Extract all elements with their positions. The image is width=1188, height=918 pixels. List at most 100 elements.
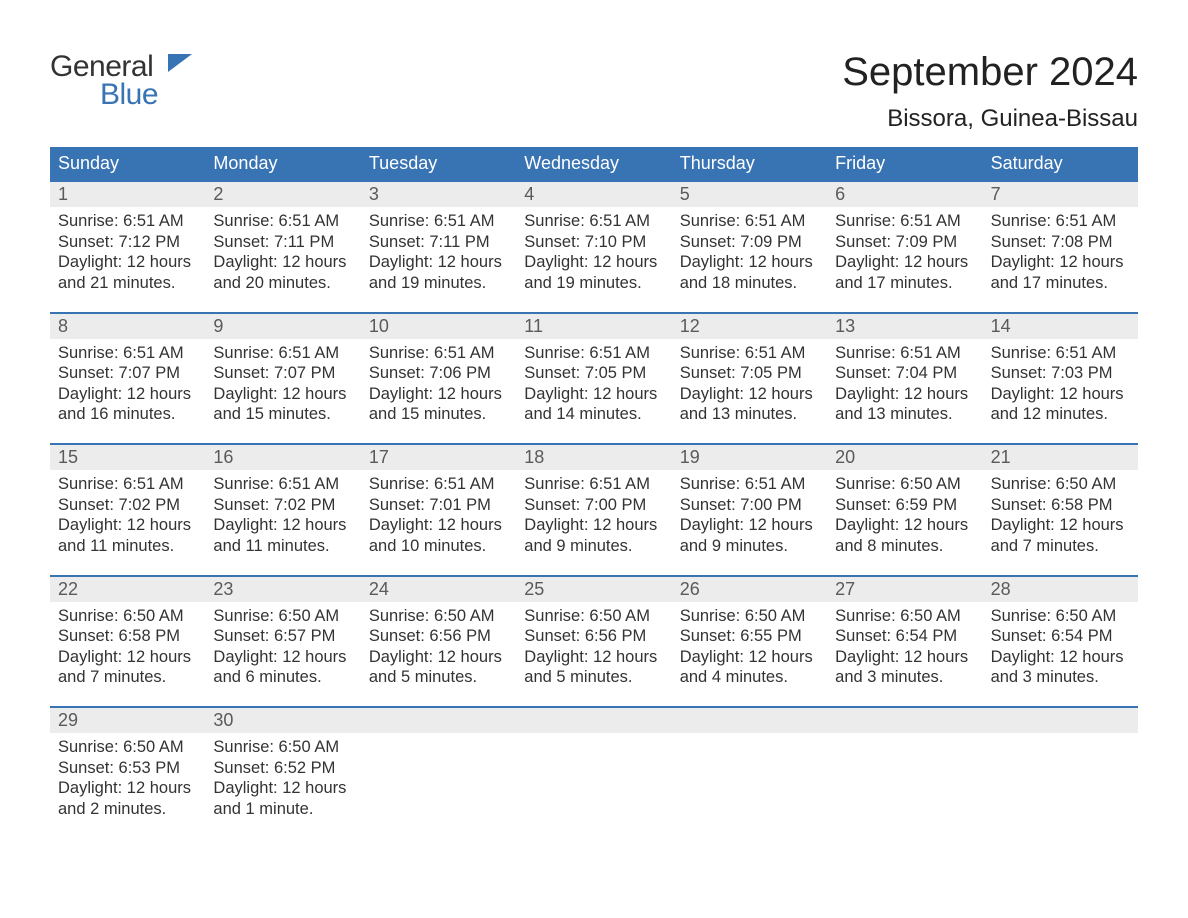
daylight-text: Daylight: 12 hours and 18 minutes. [680,252,819,293]
daynum-row: 22232425262728 [50,577,1138,602]
day-number: 16 [205,445,360,470]
sunset-text: Sunset: 6:52 PM [213,758,352,779]
day-number: 18 [516,445,671,470]
day-cell: Sunrise: 6:51 AMSunset: 7:12 PMDaylight:… [50,207,205,294]
header: General Blue September 2024 Bissora, Gui… [50,50,1138,133]
daylight-text: Daylight: 12 hours and 14 minutes. [524,384,663,425]
day-number [983,708,1138,733]
day-cell: Sunrise: 6:50 AMSunset: 6:58 PMDaylight:… [983,470,1138,557]
sunset-text: Sunset: 6:56 PM [524,626,663,647]
week-row: 15161718192021Sunrise: 6:51 AMSunset: 7:… [50,443,1138,557]
sunrise-text: Sunrise: 6:51 AM [213,474,352,495]
day-number: 22 [50,577,205,602]
weeks-container: 1234567Sunrise: 6:51 AMSunset: 7:12 PMDa… [50,180,1138,820]
sunset-text: Sunset: 6:57 PM [213,626,352,647]
sunrise-text: Sunrise: 6:50 AM [835,474,974,495]
daylight-text: Daylight: 12 hours and 17 minutes. [835,252,974,293]
daylight-text: Daylight: 12 hours and 13 minutes. [680,384,819,425]
sunset-text: Sunset: 7:11 PM [369,232,508,253]
day-number [361,708,516,733]
sunrise-text: Sunrise: 6:50 AM [58,737,197,758]
day-cell: Sunrise: 6:51 AMSunset: 7:10 PMDaylight:… [516,207,671,294]
sunrise-text: Sunrise: 6:50 AM [991,474,1130,495]
day-cell: Sunrise: 6:51 AMSunset: 7:04 PMDaylight:… [827,339,982,426]
daylight-text: Daylight: 12 hours and 7 minutes. [991,515,1130,556]
sunset-text: Sunset: 7:11 PM [213,232,352,253]
day-cell [827,733,982,820]
day-cell: Sunrise: 6:51 AMSunset: 7:01 PMDaylight:… [361,470,516,557]
daylight-text: Daylight: 12 hours and 20 minutes. [213,252,352,293]
daylight-text: Daylight: 12 hours and 1 minute. [213,778,352,819]
sunrise-text: Sunrise: 6:51 AM [835,211,974,232]
day-number: 30 [205,708,360,733]
daylight-text: Daylight: 12 hours and 13 minutes. [835,384,974,425]
day-cell: Sunrise: 6:51 AMSunset: 7:00 PMDaylight:… [516,470,671,557]
day-number: 5 [672,182,827,207]
day-cell: Sunrise: 6:51 AMSunset: 7:06 PMDaylight:… [361,339,516,426]
day-number: 20 [827,445,982,470]
day-cell: Sunrise: 6:50 AMSunset: 6:59 PMDaylight:… [827,470,982,557]
day-cell [516,733,671,820]
day-number [516,708,671,733]
sunrise-text: Sunrise: 6:51 AM [58,474,197,495]
month-title: September 2024 [842,50,1138,95]
sunrise-text: Sunrise: 6:50 AM [524,606,663,627]
day-number: 25 [516,577,671,602]
sunrise-text: Sunrise: 6:50 AM [213,606,352,627]
daylight-text: Daylight: 12 hours and 21 minutes. [58,252,197,293]
daylight-text: Daylight: 12 hours and 3 minutes. [991,647,1130,688]
daylight-text: Daylight: 12 hours and 4 minutes. [680,647,819,688]
day-number: 2 [205,182,360,207]
day-number: 12 [672,314,827,339]
day-number [827,708,982,733]
day-number: 3 [361,182,516,207]
day-number: 19 [672,445,827,470]
sunrise-text: Sunrise: 6:51 AM [369,343,508,364]
daylight-text: Daylight: 12 hours and 2 minutes. [58,778,197,819]
sunrise-text: Sunrise: 6:51 AM [524,343,663,364]
day-number: 11 [516,314,671,339]
logo: General Blue [50,50,158,112]
day-cell: Sunrise: 6:51 AMSunset: 7:05 PMDaylight:… [516,339,671,426]
day-cell: Sunrise: 6:51 AMSunset: 7:09 PMDaylight:… [672,207,827,294]
sunrise-text: Sunrise: 6:50 AM [213,737,352,758]
sunrise-text: Sunrise: 6:51 AM [369,211,508,232]
sunrise-text: Sunrise: 6:51 AM [524,474,663,495]
week-row: 891011121314Sunrise: 6:51 AMSunset: 7:07… [50,312,1138,426]
daylight-text: Daylight: 12 hours and 9 minutes. [680,515,819,556]
weekday-header: Tuesday [361,147,516,180]
sunset-text: Sunset: 7:08 PM [991,232,1130,253]
daylight-text: Daylight: 12 hours and 12 minutes. [991,384,1130,425]
day-cell: Sunrise: 6:50 AMSunset: 6:56 PMDaylight:… [361,602,516,689]
daylight-text: Daylight: 12 hours and 16 minutes. [58,384,197,425]
day-number: 27 [827,577,982,602]
sunset-text: Sunset: 7:10 PM [524,232,663,253]
day-cell: Sunrise: 6:51 AMSunset: 7:08 PMDaylight:… [983,207,1138,294]
daylight-text: Daylight: 12 hours and 11 minutes. [58,515,197,556]
day-cell: Sunrise: 6:50 AMSunset: 6:55 PMDaylight:… [672,602,827,689]
location-label: Bissora, Guinea-Bissau [842,105,1138,133]
day-number: 23 [205,577,360,602]
day-cell: Sunrise: 6:51 AMSunset: 7:00 PMDaylight:… [672,470,827,557]
day-number: 8 [50,314,205,339]
logo-flag-icon [168,54,192,72]
sunset-text: Sunset: 7:04 PM [835,363,974,384]
week-row: 2930Sunrise: 6:50 AMSunset: 6:53 PMDayli… [50,706,1138,820]
day-number: 4 [516,182,671,207]
daynum-row: 891011121314 [50,314,1138,339]
day-cell: Sunrise: 6:51 AMSunset: 7:11 PMDaylight:… [361,207,516,294]
sunset-text: Sunset: 7:07 PM [213,363,352,384]
sunrise-text: Sunrise: 6:50 AM [835,606,974,627]
sunrise-text: Sunrise: 6:50 AM [58,606,197,627]
calendar: SundayMondayTuesdayWednesdayThursdayFrid… [50,147,1138,820]
daylight-text: Daylight: 12 hours and 17 minutes. [991,252,1130,293]
day-cell: Sunrise: 6:50 AMSunset: 6:57 PMDaylight:… [205,602,360,689]
daylight-text: Daylight: 12 hours and 9 minutes. [524,515,663,556]
sunrise-text: Sunrise: 6:51 AM [680,474,819,495]
day-cell: Sunrise: 6:51 AMSunset: 7:07 PMDaylight:… [50,339,205,426]
day-number: 15 [50,445,205,470]
title-block: September 2024 Bissora, Guinea-Bissau [842,50,1138,133]
sunrise-text: Sunrise: 6:51 AM [213,343,352,364]
daylight-text: Daylight: 12 hours and 15 minutes. [369,384,508,425]
weekday-header: Friday [827,147,982,180]
